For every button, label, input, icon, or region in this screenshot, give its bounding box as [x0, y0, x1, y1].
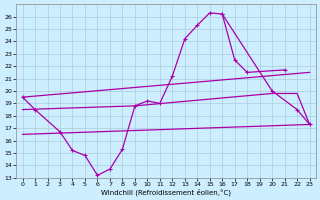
X-axis label: Windchill (Refroidissement éolien,°C): Windchill (Refroidissement éolien,°C) [101, 188, 231, 196]
